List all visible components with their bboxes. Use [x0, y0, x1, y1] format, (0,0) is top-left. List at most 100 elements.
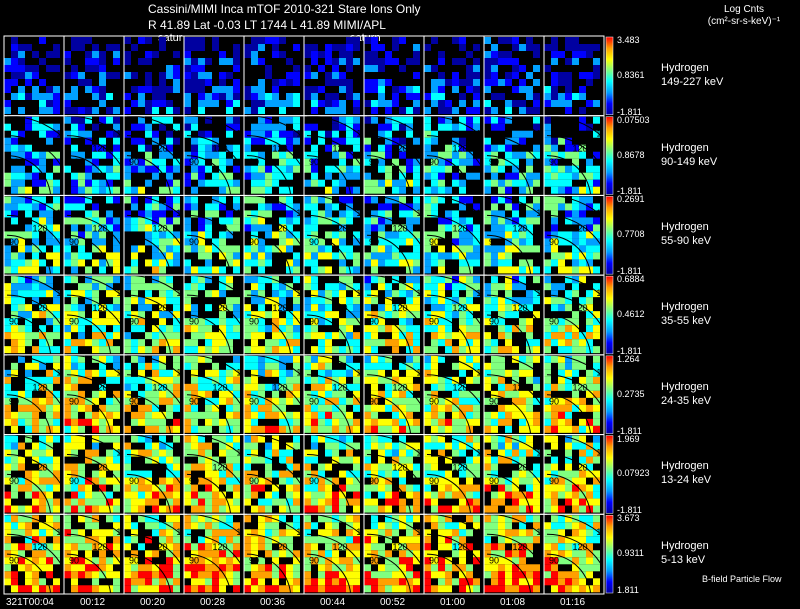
pixel-bin	[265, 477, 272, 485]
pixel-bin	[11, 151, 18, 159]
pixel-bin	[452, 376, 459, 384]
pixel-bin	[145, 72, 152, 79]
pixel-bin	[39, 383, 46, 391]
pixel-bin	[505, 585, 512, 593]
pixel-bin	[498, 550, 505, 558]
pixel-bin	[138, 158, 145, 166]
pixel-bin	[413, 442, 420, 450]
pixel-bin	[438, 491, 445, 499]
pixel-bin	[85, 339, 92, 347]
pixel-bin	[244, 585, 251, 593]
pixel-bin	[593, 355, 600, 363]
pixel-bin	[413, 266, 420, 274]
pixel-bin	[512, 470, 519, 478]
pixel-bin	[353, 404, 360, 412]
pixel-bin	[431, 79, 438, 86]
pixel-bin	[526, 217, 533, 225]
pixel-bin	[99, 362, 106, 370]
pixel-bin	[385, 123, 392, 131]
pixel-bin	[11, 137, 18, 145]
pixel-bin	[39, 557, 46, 565]
pixel-bin	[452, 179, 459, 187]
pixel-bin	[25, 491, 32, 499]
pixel-bin	[399, 397, 406, 405]
pixel-bin	[286, 390, 293, 398]
pixel-bin	[406, 369, 413, 377]
pixel-bin	[92, 123, 99, 131]
pixel-bin	[205, 304, 212, 312]
pixel-bin	[272, 411, 279, 419]
pixel-bin	[371, 376, 378, 384]
pixel-bin	[78, 362, 85, 370]
pixel-bin	[18, 58, 25, 65]
pixel-bin	[219, 283, 226, 291]
pixel-bin	[131, 376, 138, 384]
pixel-bin	[413, 217, 420, 225]
pixel-bin	[205, 369, 212, 377]
pixel-bin	[445, 418, 452, 426]
pixel-bin	[431, 522, 438, 530]
pixel-bin	[519, 79, 526, 86]
pixel-bin	[593, 411, 600, 419]
pixel-bin	[544, 297, 551, 305]
pixel-bin	[279, 470, 286, 478]
pixel-bin	[392, 564, 399, 572]
pixel-bin	[11, 196, 18, 204]
pixel-bin	[279, 543, 286, 551]
pixel-bin	[173, 571, 180, 579]
pixel-bin	[378, 491, 385, 499]
pixel-bin	[318, 130, 325, 138]
pixel-bin	[258, 311, 265, 319]
pixel-bin	[173, 456, 180, 464]
pixel-bin	[159, 259, 166, 267]
pixel-bin	[526, 376, 533, 384]
pixel-bin	[519, 435, 526, 443]
pixel-bin	[106, 376, 113, 384]
pixel-bin	[173, 578, 180, 586]
pixel-bin	[512, 390, 519, 398]
pixel-bin	[159, 186, 166, 194]
pixel-bin	[258, 557, 265, 565]
pixel-bin	[212, 238, 219, 246]
pixel-bin	[145, 79, 152, 86]
pixel-bin	[498, 515, 505, 523]
pixel-bin	[113, 116, 120, 124]
pixel-bin	[159, 325, 166, 333]
pixel-bin	[131, 165, 138, 173]
pixel-bin	[491, 425, 498, 433]
pixel-bin	[138, 411, 145, 419]
pixel-bin	[371, 252, 378, 260]
pixel-bin	[251, 172, 258, 180]
pixel-bin	[265, 369, 272, 377]
pixel-bin	[258, 186, 265, 194]
contour-label: 90	[69, 476, 79, 486]
pixel-bin	[406, 418, 413, 426]
pixel-bin	[279, 346, 286, 354]
pixel-bin	[152, 259, 159, 267]
pixel-bin	[353, 522, 360, 530]
pixel-bin	[332, 376, 339, 384]
pixel-bin	[318, 404, 325, 412]
pixel-bin	[445, 224, 452, 232]
pixel-bin	[233, 203, 240, 211]
pixel-bin	[332, 383, 339, 391]
pixel-bin	[92, 297, 99, 305]
pixel-bin	[459, 505, 466, 513]
pixel-bin	[438, 186, 445, 194]
pixel-bin	[159, 390, 166, 398]
pixel-bin	[551, 238, 558, 246]
contour-label: 120	[453, 462, 468, 472]
pixel-bin	[219, 86, 226, 93]
pixel-bin	[364, 116, 371, 124]
pixel-bin	[558, 196, 565, 204]
pixel-bin	[18, 456, 25, 464]
pixel-bin	[272, 37, 279, 44]
pixel-bin	[385, 529, 392, 537]
pixel-bin	[106, 543, 113, 551]
pixel-bin	[11, 65, 18, 72]
pixel-bin	[279, 224, 286, 232]
pixel-bin	[251, 564, 258, 572]
pixel-bin	[25, 332, 32, 340]
pixel-bin	[526, 435, 533, 443]
pixel-bin	[484, 144, 491, 152]
